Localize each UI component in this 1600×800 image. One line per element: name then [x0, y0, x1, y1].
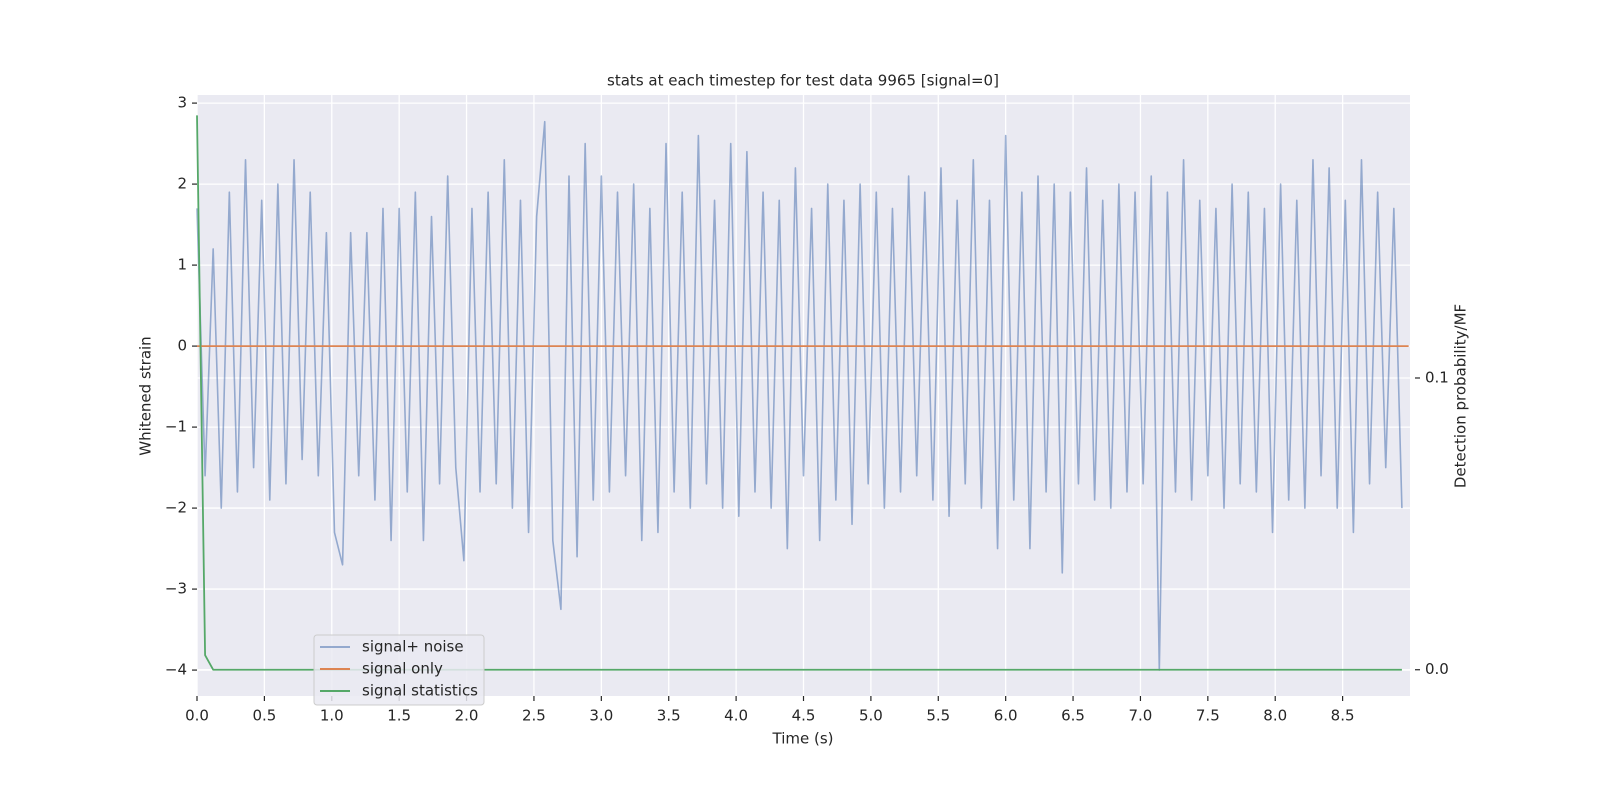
x-tick-label: 5.5 [926, 707, 950, 725]
y-axis-label: Whitened strain [137, 336, 155, 455]
x-tick-label: 7.0 [1129, 707, 1153, 725]
x-tick-label: 5.0 [859, 707, 883, 725]
legend-label: signal only [362, 660, 443, 678]
x-tick-label: 4.5 [792, 707, 816, 725]
y2-axis-label: Detection probability/MF [1452, 304, 1470, 488]
x-tick-label: 2.5 [522, 707, 546, 725]
y-tick-label: 3 [177, 94, 187, 112]
x-tick-label: 1.5 [387, 707, 411, 725]
series-line [196, 120, 1403, 671]
x-tick-label: 4.0 [724, 707, 748, 725]
legend-box [313, 634, 485, 706]
chart-title: stats at each timestep for test data 996… [607, 72, 999, 90]
y-tick-label: 2 [177, 175, 187, 193]
x-tick-label: 0.5 [252, 707, 276, 725]
y-tick-label: −4 [165, 661, 187, 679]
x-tick-label: 3.5 [657, 707, 681, 725]
x-tick-label: 0.0 [185, 707, 209, 725]
x-tick-label: 1.0 [320, 707, 344, 725]
y2-tick-label: 0.0 [1425, 660, 1449, 678]
legend-label: signal+ noise [362, 638, 464, 656]
legend-label: signal statistics [362, 682, 478, 700]
x-axis-label: Time (s) [772, 730, 834, 748]
series-line [196, 115, 1402, 671]
x-tick-label: 6.0 [994, 707, 1018, 725]
x-tick-label: 2.0 [455, 707, 479, 725]
x-tick-label: 3.0 [589, 707, 613, 725]
x-tick-label: 6.5 [1061, 707, 1085, 725]
y-tick-label: 0 [177, 337, 187, 355]
y-tick-label: 1 [177, 256, 187, 274]
y-tick-label: −2 [165, 499, 187, 517]
legend: signal+ noise signal only signal statistic… [313, 634, 485, 706]
x-tick-label: 8.0 [1263, 707, 1287, 725]
y2-tick-label: 0.1 [1425, 368, 1449, 386]
y-tick-label: −3 [165, 580, 187, 598]
x-tick-label: 8.5 [1331, 707, 1355, 725]
y-tick-label: −1 [165, 418, 187, 436]
x-tick-label: 7.5 [1196, 707, 1220, 725]
